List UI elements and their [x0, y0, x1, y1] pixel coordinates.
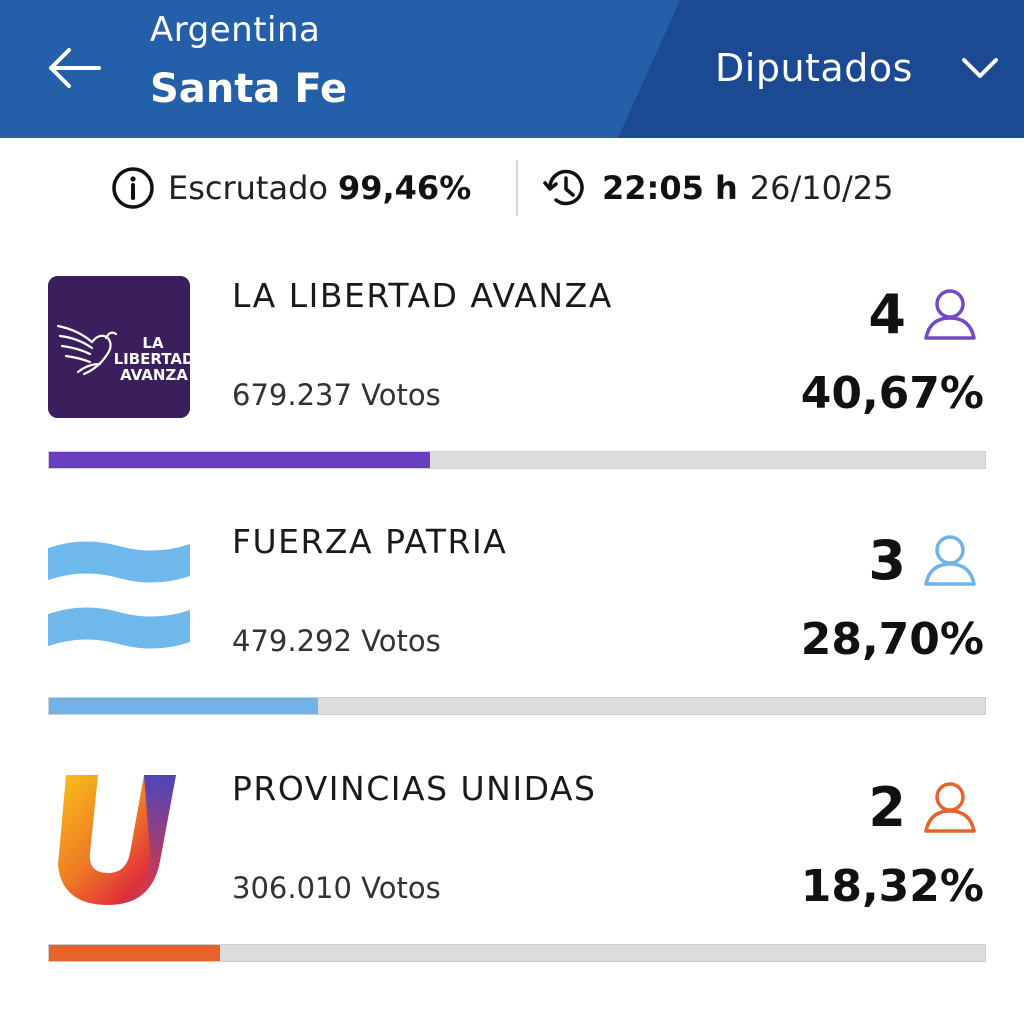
back-button[interactable] [40, 40, 108, 96]
vote-share-bar-fill [49, 698, 318, 714]
svg-text:LIBERTAD: LIBERTAD [114, 350, 190, 368]
vote-share-bar-fill [49, 452, 430, 468]
party-row-la-libertad-avanza[interactable]: LA LIBERTAD AVANZA LA LIBERTAD AVANZA 67… [0, 276, 1024, 516]
chamber-dropdown[interactable]: Diputados [700, 38, 1010, 98]
party-votes: 306.010 Votos [232, 871, 441, 905]
person-icon [924, 535, 976, 586]
party-logo-fuerza-patria [48, 522, 190, 664]
person-icon [924, 782, 976, 833]
svg-text:LA: LA [142, 334, 164, 352]
seats-indicator: 2 [868, 775, 980, 839]
seat-count: 4 [868, 282, 906, 346]
seats-indicator: 4 [868, 282, 980, 346]
country-label: Argentina [150, 10, 321, 50]
lion-wing-logo-icon: LA LIBERTAD AVANZA [48, 276, 190, 418]
header-background [0, 0, 1024, 138]
u-letter-logo-icon [48, 769, 190, 911]
vote-share-bar [48, 451, 986, 469]
update-time: 22:05 h 26/10/25 [542, 166, 894, 210]
vote-share-bar-fill [49, 945, 221, 961]
status-divider [516, 160, 518, 216]
vote-percentage: 40,67% [800, 368, 984, 419]
vote-percentage: 18,32% [800, 861, 984, 912]
update-date-value: 26/10/25 [749, 169, 894, 207]
party-logo-provincias-unidas [48, 769, 190, 911]
status-bar: Escrutado 99,46% 22:05 h 26/10/25 [0, 138, 1024, 238]
person-icon [924, 289, 976, 340]
app-header: Argentina Santa Fe Diputados [0, 0, 1024, 138]
party-name: FUERZA PATRIA [232, 522, 508, 561]
party-logo-la-libertad-avanza: LA LIBERTAD AVANZA [48, 276, 190, 418]
party-row-fuerza-patria[interactable]: FUERZA PATRIA 479.292 Votos 3 28,70% [0, 522, 1024, 762]
party-name: PROVINCIAS UNIDAS [232, 769, 597, 808]
vote-percentage: 28,70% [800, 614, 984, 665]
clock-history-icon [543, 169, 584, 206]
party-votes: 679.237 Votos [232, 378, 441, 412]
arrow-left-icon [49, 48, 101, 88]
province-title: Santa Fe [150, 66, 348, 112]
scrutinized-value: 99,46% [337, 169, 472, 207]
vote-share-bar [48, 697, 986, 715]
seat-count: 2 [868, 775, 906, 839]
update-time-value: 22:05 h [602, 169, 738, 207]
seats-indicator: 3 [868, 528, 980, 592]
info-icon [112, 167, 154, 209]
seat-count: 3 [868, 528, 906, 592]
scrutiny-status: Escrutado 99,46% [110, 166, 471, 210]
party-votes: 479.292 Votos [232, 624, 441, 658]
party-name: LA LIBERTAD AVANZA [232, 276, 613, 315]
party-row-provincias-unidas[interactable]: PROVINCIAS UNIDAS 306.010 Votos 2 18,32% [0, 769, 1024, 1009]
svg-text:AVANZA: AVANZA [120, 366, 188, 384]
vote-share-bar [48, 944, 986, 962]
scrutinized-label: Escrutado [168, 169, 328, 207]
chevron-down-icon [962, 58, 998, 78]
flag-logo-icon [48, 522, 190, 664]
chamber-label: Diputados [715, 46, 913, 90]
